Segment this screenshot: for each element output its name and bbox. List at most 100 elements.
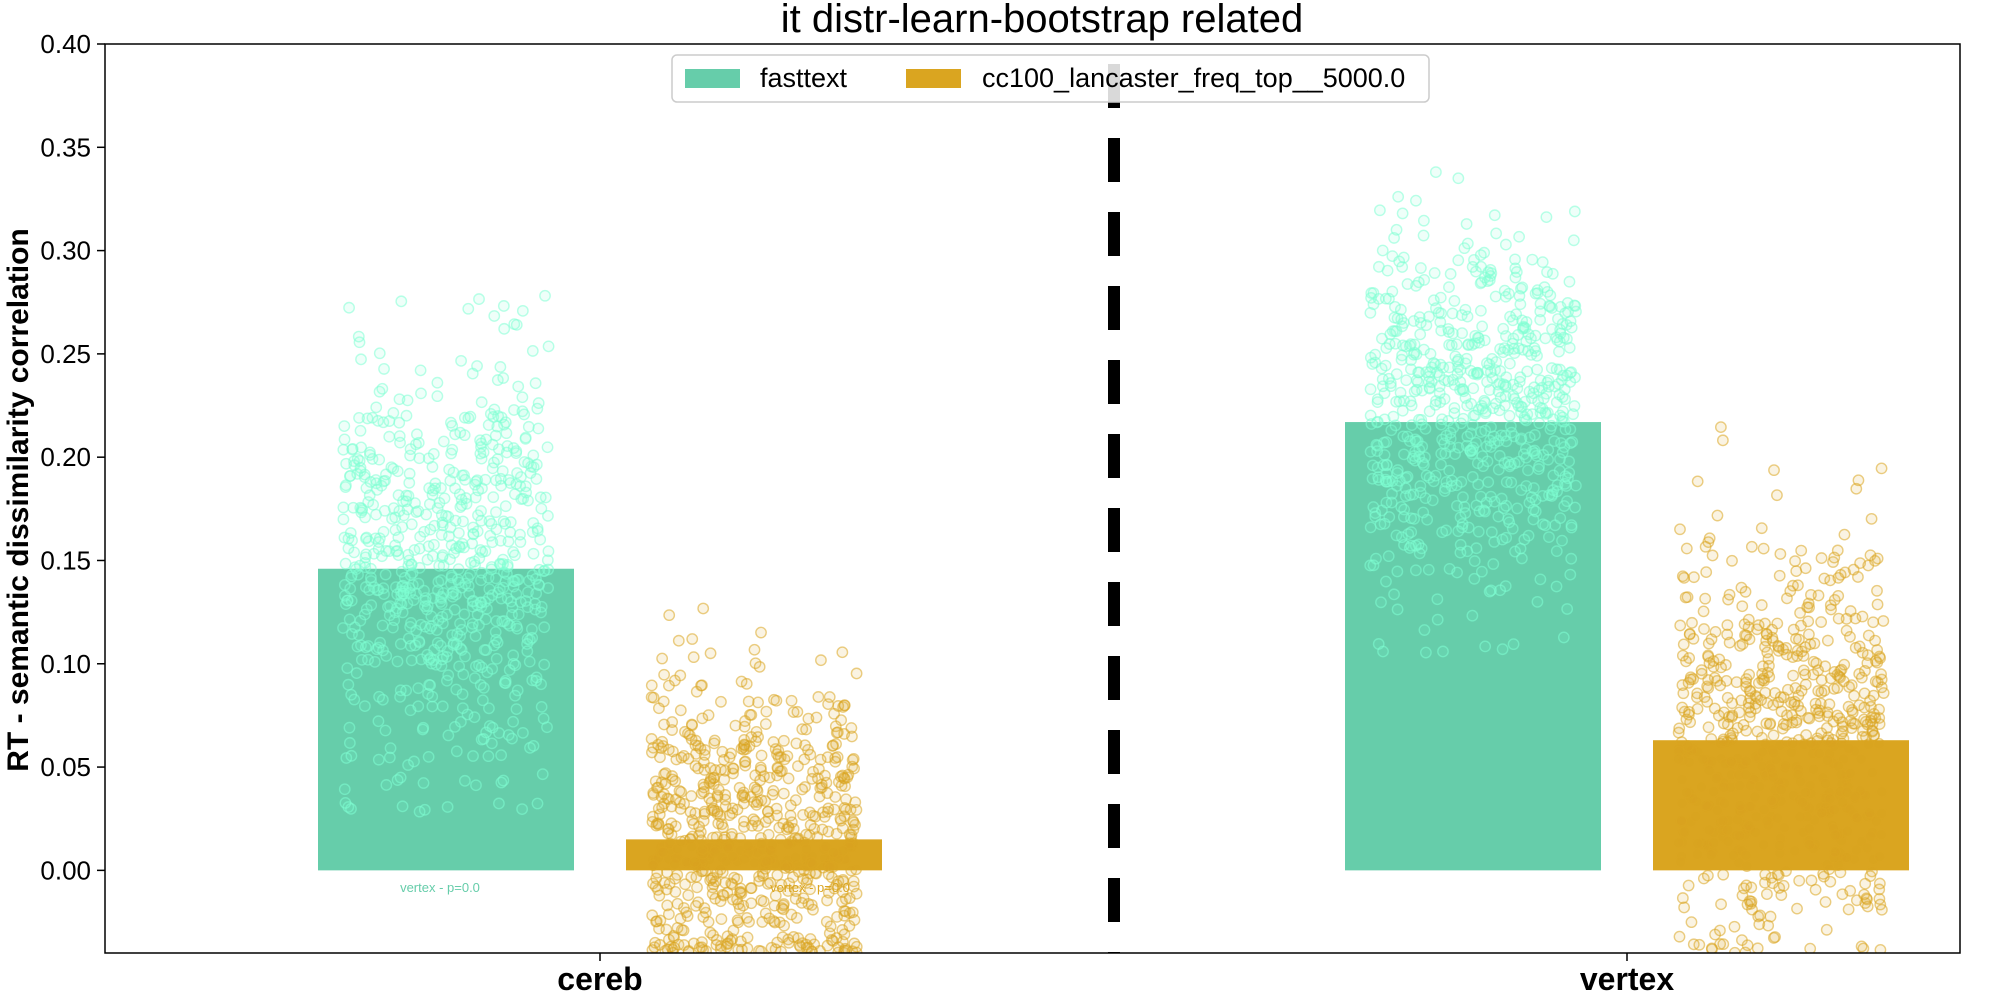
scatter-point (690, 685, 703, 698)
scatter-point (482, 750, 495, 763)
scatter-point (467, 750, 479, 762)
scatter-point (1554, 512, 1567, 525)
scatter-point (1444, 268, 1457, 280)
scatter-point (1534, 305, 1547, 318)
scatter-point (1767, 729, 1780, 742)
scatter-point (806, 858, 819, 870)
scatter-point (1511, 502, 1524, 515)
scatter-point (782, 772, 795, 785)
scatter-point (1740, 768, 1752, 781)
scatter-point (1691, 475, 1704, 488)
scatter-point (745, 709, 758, 721)
scatter-point (824, 861, 836, 874)
scatter-point (1675, 814, 1688, 827)
scatter-point (458, 608, 471, 621)
scatter-point (498, 418, 510, 431)
p-value-annotation: vertex - p=0.0 (770, 880, 850, 895)
scatter-point (449, 482, 461, 495)
scatter-point (337, 622, 349, 634)
scatter-point (1500, 330, 1512, 342)
scatter-point (1559, 423, 1572, 436)
scatter-point (1395, 353, 1408, 366)
scatter-point (1536, 256, 1549, 269)
scatter-point (1528, 342, 1541, 354)
scatter-point (1445, 339, 1458, 352)
scatter-point (1769, 931, 1781, 943)
scatter-point (1433, 380, 1446, 393)
scatter-point (1513, 230, 1526, 243)
scatter-point (383, 751, 396, 764)
scatter-point (1478, 246, 1491, 259)
scatter-point (1474, 490, 1487, 503)
scatter-point (669, 886, 682, 898)
scatter-point (422, 687, 434, 700)
scatter-point (1443, 361, 1456, 374)
scatter-point (1791, 902, 1803, 915)
scatter-point (656, 652, 669, 665)
scatter-point (800, 938, 813, 951)
scatter-point (820, 915, 833, 928)
scatter-point (1456, 327, 1468, 340)
scatter-point (1850, 811, 1863, 824)
scatter-point (738, 733, 751, 746)
scatter-point (1542, 453, 1555, 466)
scatter-point (1807, 763, 1820, 776)
scatter-point (466, 617, 479, 630)
scatter-point (1380, 436, 1393, 448)
scatter-point (1795, 619, 1807, 632)
scatter-point (524, 741, 536, 754)
scatter-point (531, 797, 544, 810)
scatter-point (1522, 328, 1535, 341)
scatter-point (337, 501, 350, 514)
scatter-point (1526, 253, 1539, 266)
scatter-point (393, 505, 406, 517)
scatter-point (1695, 781, 1708, 793)
scatter-point (342, 532, 355, 545)
scatter-point (1417, 459, 1430, 471)
scatter-point (535, 700, 548, 713)
scatter-point (1836, 796, 1849, 809)
scatter-point (789, 794, 802, 807)
scatter-point (690, 899, 702, 912)
scatter-point (1475, 565, 1488, 578)
scatter-point (1397, 317, 1410, 329)
scatter-point (542, 545, 555, 558)
scatter-point (1824, 875, 1837, 888)
scatter-point (1539, 332, 1552, 345)
scatter-point (430, 624, 443, 636)
scatter-point (1529, 493, 1542, 506)
scatter-point (682, 727, 694, 740)
scatter-point (1547, 469, 1560, 482)
scatter-point (1490, 397, 1502, 410)
scatter-point (1840, 851, 1853, 864)
scatter-point (1697, 605, 1710, 618)
scatter-point (1774, 548, 1787, 560)
scatter-point (468, 672, 481, 684)
scatter-point (1502, 513, 1515, 525)
scatter-point (1479, 640, 1492, 653)
scatter-point (814, 753, 827, 766)
scatter-point (526, 345, 539, 357)
scatter-point (355, 353, 367, 366)
scatter-point (1767, 699, 1780, 711)
scatter-point (1490, 227, 1503, 240)
scatter-point (1387, 410, 1400, 423)
scatter-point (455, 581, 468, 594)
scatter-point (341, 662, 354, 675)
scatter-point (1707, 837, 1720, 849)
scatter-point (1765, 794, 1778, 807)
scatter-point (1372, 638, 1385, 650)
scatter-point (1685, 916, 1698, 929)
scatter-point (1877, 615, 1890, 627)
scatter-point (469, 559, 481, 572)
scatter-point (1544, 289, 1557, 302)
scatter-point (1873, 850, 1886, 863)
scatter-point (1698, 623, 1710, 635)
scatter-point (383, 430, 396, 443)
scatter-point (1522, 464, 1534, 477)
legend-swatch-1 (906, 69, 961, 88)
scatter-point (1815, 552, 1828, 564)
scatter-point (406, 579, 419, 591)
scatter-point (486, 662, 499, 675)
scatter-point (1525, 392, 1538, 404)
